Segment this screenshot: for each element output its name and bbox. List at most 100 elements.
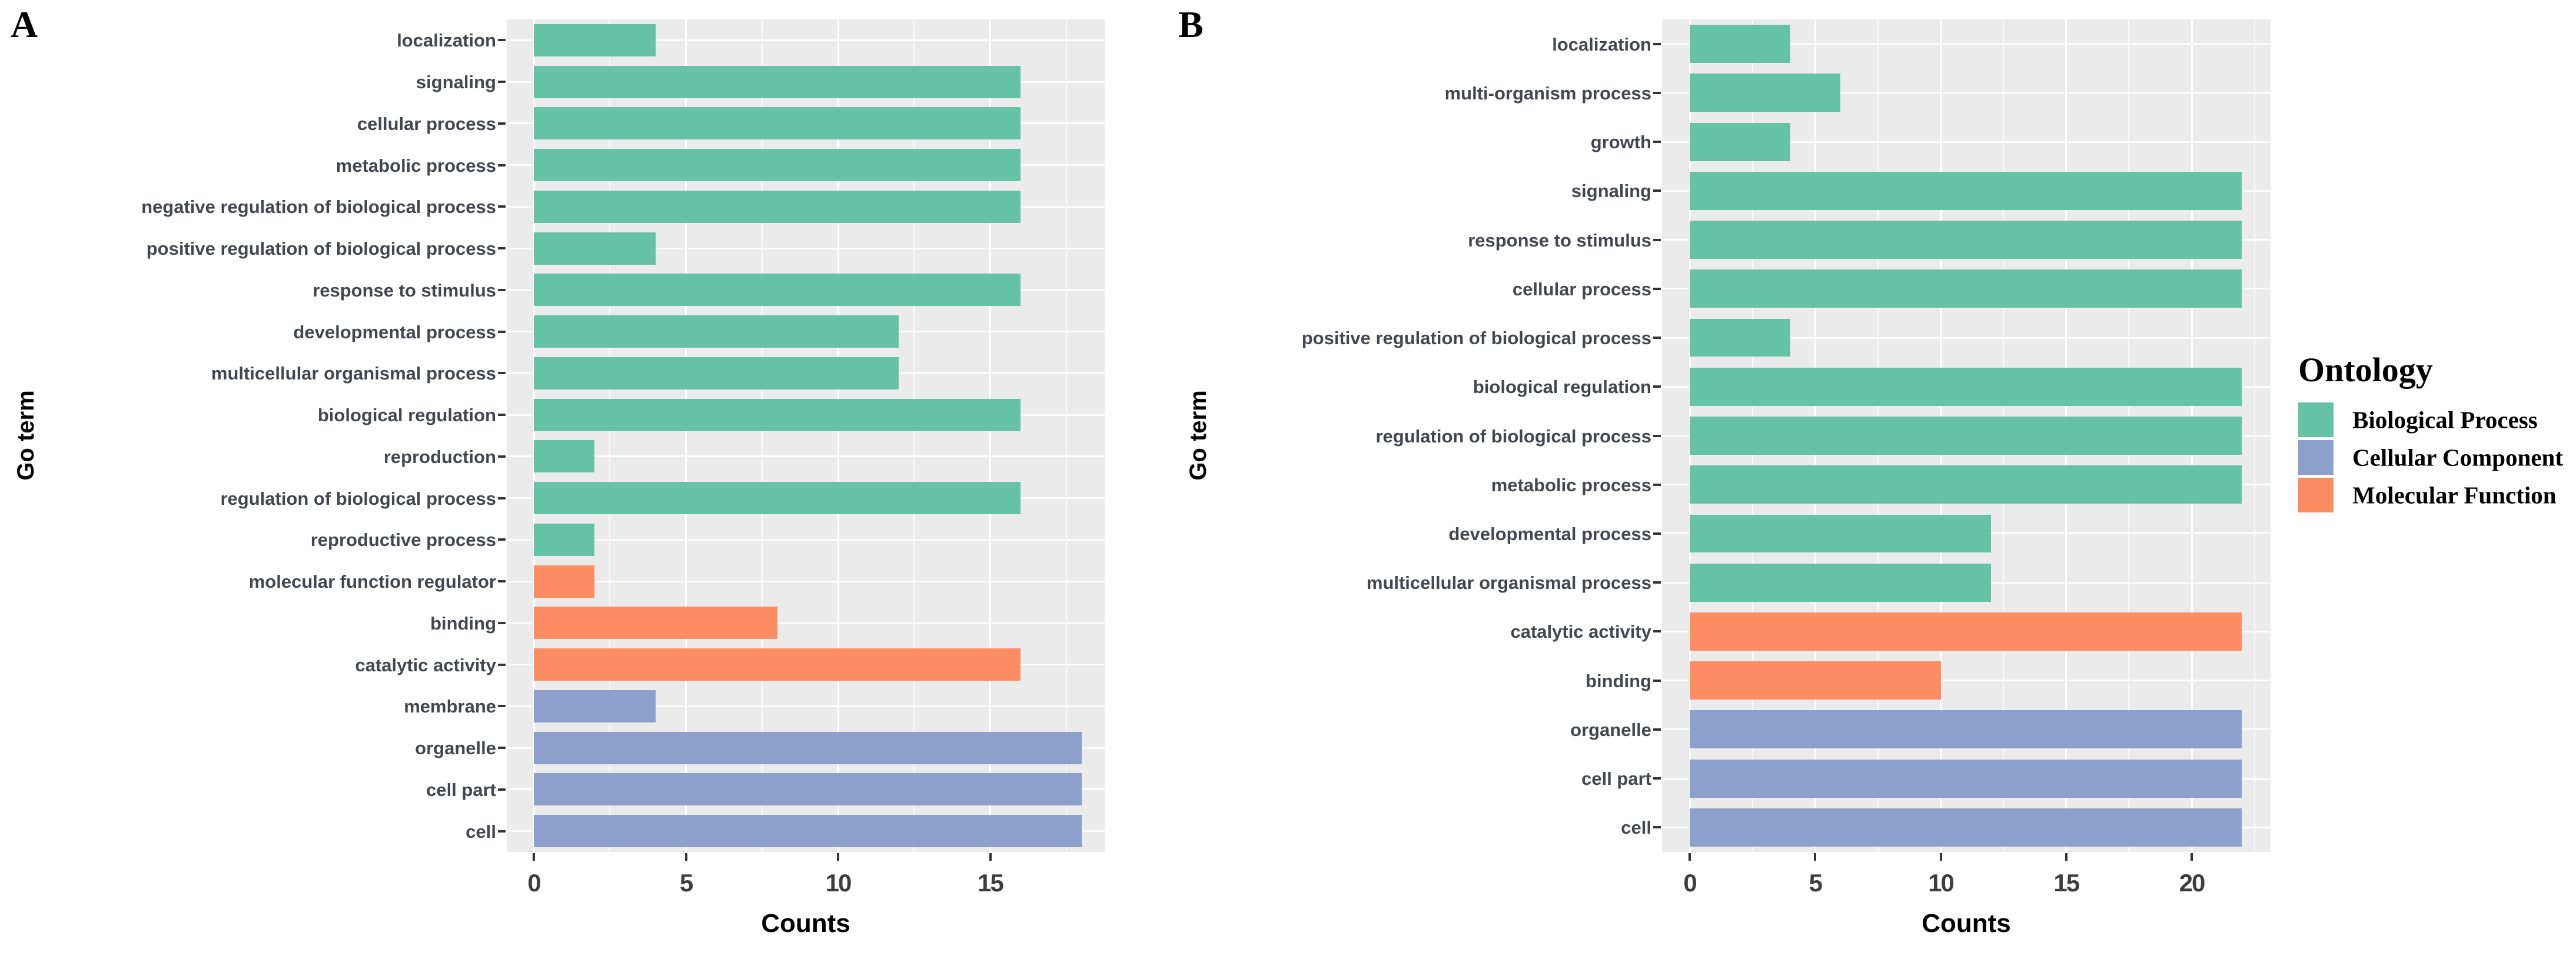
legend-title: Ontology bbox=[2298, 351, 2433, 389]
gridline-row bbox=[507, 580, 1105, 582]
gridline-minor bbox=[913, 19, 915, 852]
y-axis-tick bbox=[498, 164, 506, 167]
bar-reproduction bbox=[534, 440, 595, 473]
x-axis-tick bbox=[533, 853, 535, 861]
category-label: developmental process bbox=[1448, 523, 1651, 544]
category-label: metabolic process bbox=[1491, 474, 1651, 495]
bar-localization bbox=[534, 24, 656, 56]
category-label: cell bbox=[466, 821, 496, 842]
gridline-row bbox=[507, 39, 1105, 41]
gridline-row bbox=[507, 538, 1105, 541]
y-axis-tick bbox=[1653, 483, 1661, 486]
category-label: response to stimulus bbox=[1468, 229, 1651, 251]
gridline-row bbox=[1662, 92, 2271, 94]
category-label: multi-organism process bbox=[1444, 82, 1651, 104]
x-tick-label: 0 bbox=[1683, 869, 1697, 897]
category-label: binding bbox=[1586, 670, 1651, 691]
y-axis-tick bbox=[1653, 630, 1661, 633]
y-axis-tick bbox=[498, 330, 506, 333]
x-axis-tick bbox=[2065, 853, 2068, 861]
category-label: localization bbox=[397, 30, 496, 51]
category-label: negative regulation of biological proces… bbox=[141, 197, 496, 218]
y-axis-tick bbox=[1653, 42, 1661, 45]
bar-signaling bbox=[534, 65, 1021, 98]
bar-cell-part bbox=[1690, 759, 2242, 798]
panel-a-y-axis-title: Go term bbox=[13, 390, 39, 481]
x-axis-tick bbox=[1688, 853, 1691, 861]
y-axis-tick bbox=[498, 497, 506, 500]
bar-multicellular-organismal-process bbox=[1690, 563, 1991, 602]
y-axis-tick bbox=[498, 621, 506, 624]
category-label: cell bbox=[1621, 817, 1651, 838]
category-label: cellular process bbox=[357, 113, 496, 134]
category-label: localization bbox=[1552, 34, 1651, 55]
category-label: reproductive process bbox=[310, 530, 496, 551]
bar-reproductive-process bbox=[534, 523, 595, 556]
bar-response-to-stimulus bbox=[1690, 221, 2242, 259]
y-axis-tick bbox=[498, 205, 506, 208]
gridline-row bbox=[1662, 680, 2271, 682]
bar-localization bbox=[1690, 25, 1790, 64]
category-label: reproduction bbox=[383, 446, 496, 467]
y-axis-tick bbox=[498, 663, 506, 666]
bar-binding bbox=[1690, 661, 1941, 700]
bar-organelle bbox=[1690, 710, 2242, 749]
panel-a-letter: A bbox=[11, 4, 38, 45]
category-label: biological regulation bbox=[1473, 377, 1651, 398]
bar-membrane bbox=[534, 690, 656, 722]
gridline-row bbox=[507, 455, 1105, 458]
category-label: positive regulation of biological proces… bbox=[1301, 328, 1651, 349]
category-label: signaling bbox=[1571, 181, 1651, 202]
legend-entry: Molecular Function bbox=[2298, 477, 2557, 514]
bar-biological-regulation bbox=[534, 398, 1021, 431]
bar-metabolic-process bbox=[1690, 465, 2242, 504]
x-axis-tick bbox=[684, 853, 687, 861]
legend-entry: Biological Process bbox=[2298, 401, 2538, 439]
bar-developmental-process bbox=[534, 315, 899, 348]
legend-label: Molecular Function bbox=[2352, 481, 2557, 509]
legend-swatch-molecular-function bbox=[2298, 478, 2334, 512]
y-axis-tick bbox=[1653, 777, 1661, 780]
y-axis-tick bbox=[1653, 434, 1661, 437]
y-axis-tick bbox=[498, 81, 506, 84]
bar-organelle bbox=[534, 731, 1082, 764]
bar-cell bbox=[1690, 808, 2242, 847]
y-axis-tick bbox=[1653, 337, 1661, 339]
bar-positive-regulation-of-biological-process bbox=[1690, 318, 1790, 357]
x-axis-tick bbox=[989, 853, 992, 861]
y-axis-tick bbox=[1653, 287, 1661, 290]
category-label: response to stimulus bbox=[313, 279, 496, 301]
y-axis-tick bbox=[498, 705, 506, 708]
gridline-major bbox=[685, 19, 687, 852]
bar-binding bbox=[534, 607, 777, 640]
panel-a-plot-area bbox=[507, 19, 1105, 852]
category-label: cell part bbox=[1581, 768, 1651, 790]
panel-b-x-axis-title: Counts bbox=[1922, 909, 2011, 938]
category-label: growth bbox=[1590, 132, 1651, 153]
bar-catalytic-activity bbox=[1690, 612, 2242, 651]
x-axis-tick bbox=[837, 853, 839, 861]
category-label: multicellular organismal process bbox=[1366, 572, 1651, 594]
bar-regulation-of-biological-process bbox=[534, 482, 1021, 515]
legend-label: Biological Process bbox=[2352, 406, 2538, 434]
category-label: regulation of biological process bbox=[220, 488, 496, 509]
category-label: cell part bbox=[426, 779, 496, 800]
panel-a-x-axis-title: Counts bbox=[761, 909, 850, 938]
bar-multi-organism-process bbox=[1690, 74, 1840, 112]
x-tick-label: 5 bbox=[1809, 869, 1823, 897]
y-axis-tick bbox=[498, 747, 506, 750]
bar-multicellular-organismal-process bbox=[534, 357, 899, 389]
legend-entry: Cellular Component bbox=[2298, 439, 2563, 477]
category-label: molecular function regulator bbox=[248, 571, 496, 592]
legend-swatch-cellular-component bbox=[2298, 440, 2334, 475]
category-label: cellular process bbox=[1512, 278, 1651, 299]
category-label: multicellular organismal process bbox=[211, 363, 496, 384]
x-tick-label: 15 bbox=[2053, 869, 2080, 897]
gridline-major bbox=[533, 19, 535, 852]
y-axis-tick bbox=[1653, 385, 1661, 388]
bar-cellular-process bbox=[1690, 269, 2242, 308]
y-axis-tick bbox=[1653, 826, 1661, 829]
x-tick-label: 20 bbox=[2179, 869, 2206, 897]
y-axis-tick bbox=[498, 39, 506, 42]
bar-biological-regulation bbox=[1690, 367, 2242, 406]
